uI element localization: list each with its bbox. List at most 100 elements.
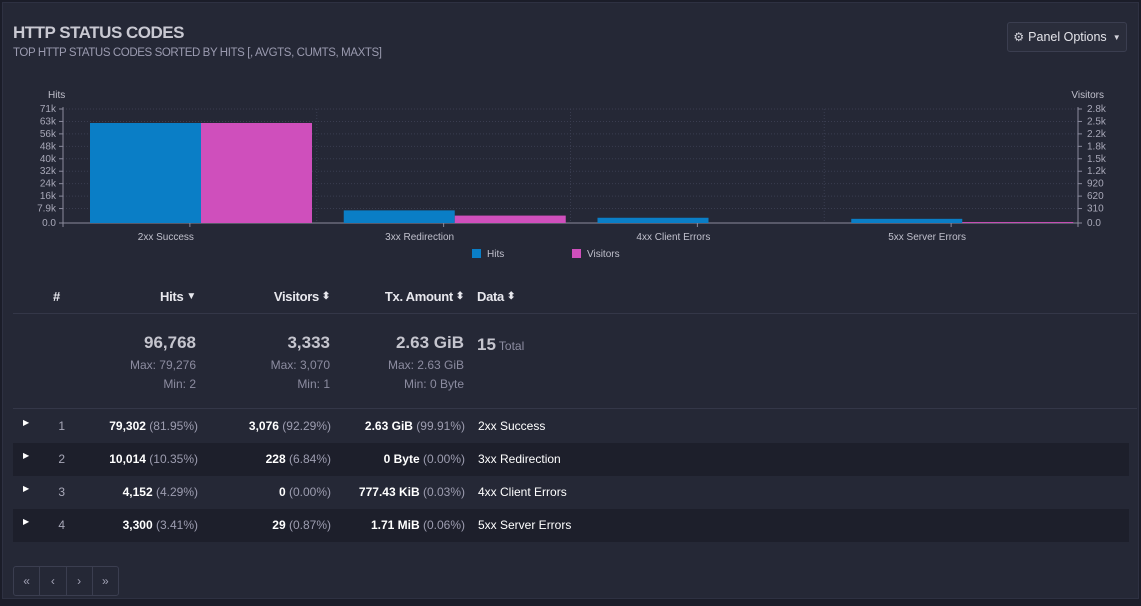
- x-tick-label: 2xx Success: [138, 232, 194, 243]
- col-tx-header[interactable]: Tx. Amount ⬍: [384, 289, 464, 304]
- table-body: ▶ 1 79,302 (81.95%) 3,076 (92.29%) 2.63 …: [13, 410, 1129, 542]
- y-axis-label: Hits: [48, 90, 65, 101]
- sort-desc-icon: ▼: [186, 291, 196, 302]
- row-data: 2xx Success: [478, 419, 546, 433]
- row-hits: 4,152 (4.29%): [122, 485, 198, 499]
- col-hits-header[interactable]: Hits ▼: [160, 289, 196, 304]
- y-tick-label: 16k: [40, 191, 57, 202]
- row-tx: 0 Byte (0.00%): [383, 452, 465, 466]
- y-tick-label: 24k: [40, 179, 57, 190]
- y-tick-label: 32k: [40, 166, 57, 177]
- sort-icon: ⬍: [506, 291, 516, 302]
- y-tick-label: 48k: [40, 141, 57, 152]
- expand-row-icon[interactable]: ▶: [23, 418, 30, 427]
- total-tx: 2.63 GiB: [395, 333, 464, 352]
- col-num-header: #: [53, 289, 60, 304]
- totals-row: 96,768 Max: 79,276 Min: 2 3,333 Max: 3,0…: [3, 315, 1138, 409]
- row-hits: 79,302 (81.95%): [109, 419, 198, 433]
- y2-tick-label: 310: [1087, 204, 1104, 215]
- bar-visitors-4: [962, 222, 1074, 223]
- legend-label: Hits: [487, 249, 504, 260]
- first-page-button[interactable]: «: [14, 567, 41, 595]
- y-tick-label: 40k: [40, 154, 57, 165]
- caret-down-icon: ▼: [1112, 32, 1121, 42]
- row-tx: 2.63 GiB (99.91%): [364, 419, 465, 433]
- table-header: # Hits ▼ Visitors ⬍ Tx. Amount ⬍ Data ⬍: [3, 283, 1138, 313]
- total-visitors: 3,333: [287, 333, 330, 352]
- y2-tick-label: 620: [1087, 191, 1104, 202]
- sort-icon: ⬍: [321, 291, 330, 302]
- bar-hits-3: [597, 217, 709, 223]
- y-tick-label: 7.9k: [37, 204, 57, 215]
- legend-label: Visitors: [587, 249, 620, 260]
- row-visitors: 29 (0.87%): [272, 518, 331, 532]
- row-number: 2: [58, 452, 65, 466]
- row-visitors: 228 (6.84%): [265, 452, 331, 466]
- hits-max: Max: 79,276: [129, 358, 196, 372]
- panel-options-button[interactable]: ⚙ Panel Options ▼: [1007, 22, 1127, 52]
- x-tick-label: 4xx Client Errors: [636, 232, 710, 243]
- y2-tick-label: 1.5k: [1087, 154, 1107, 165]
- status-codes-bar-chart: 0.0 0.0 7.9k 310 16k 620 24k 920 32k 1.2k 40k 1.5k 4…: [37, 90, 1107, 260]
- y2-tick-label: 2.5k: [1087, 116, 1107, 127]
- row-data: 5xx Server Errors: [478, 518, 572, 532]
- table-row[interactable]: ▶ 2 10,014 (10.35%) 228 (6.84%) 0 Byte (…: [13, 443, 1129, 476]
- y2-tick-label: 0.0: [1087, 218, 1101, 229]
- table-row[interactable]: ▶ 3 4,152 (4.29%) 0 (0.00%) 777.43 KiB (…: [13, 476, 1129, 509]
- last-page-button[interactable]: »: [102, 574, 109, 588]
- prev-page-button[interactable]: ‹: [40, 567, 67, 595]
- panel-subtitle: TOP HTTP STATUS CODES SORTED BY HITS [, …: [13, 47, 382, 59]
- expand-row-icon[interactable]: ▶: [23, 451, 30, 460]
- y2-tick-label: 1.8k: [1087, 141, 1107, 152]
- visitors-max: Max: 3,070: [270, 358, 330, 372]
- bar-hits-4: [851, 218, 963, 223]
- table-row[interactable]: ▶ 1 79,302 (81.95%) 3,076 (92.29%) 2.63 …: [13, 410, 1129, 443]
- bar-visitors-1: [201, 123, 312, 223]
- row-hits: 3,300 (3.41%): [122, 518, 198, 532]
- divider: [13, 408, 1137, 409]
- col-data-header[interactable]: Data ⬍: [477, 289, 516, 304]
- x-tick-label: 5xx Server Errors: [888, 232, 966, 243]
- visitors-min: Min: 1: [297, 377, 330, 391]
- total-hits: 96,768: [144, 333, 196, 352]
- legend-swatch-hits: [472, 249, 481, 258]
- pagination: « ‹ › »: [13, 566, 119, 596]
- tx-min: Min: 0 Byte: [403, 377, 464, 391]
- row-data: 3xx Redirection: [478, 452, 561, 466]
- gear-icon: ⚙: [1013, 30, 1025, 44]
- y-tick-label: 71k: [40, 104, 57, 115]
- legend-swatch-visitors: [572, 249, 581, 258]
- row-data: 4xx Client Errors: [478, 485, 567, 499]
- panel-options-label: Panel Options: [1028, 30, 1107, 44]
- y-tick-label: 63k: [40, 116, 57, 127]
- row-hits: 10,014 (10.35%): [109, 452, 198, 466]
- y2-tick-label: 2.8k: [1087, 104, 1107, 115]
- next-page-button[interactable]: ›: [67, 567, 93, 595]
- expand-row-icon[interactable]: ▶: [23, 484, 30, 493]
- y2-tick-label: 2.2k: [1087, 129, 1107, 140]
- total-count: 15 Total: [477, 335, 525, 354]
- col-visitors-header[interactable]: Visitors ⬍: [273, 289, 330, 304]
- x-tick-label: 3xx Redirection: [385, 232, 454, 243]
- expand-row-icon[interactable]: ▶: [23, 517, 30, 526]
- row-number: 3: [58, 485, 65, 499]
- y-tick-label: 56k: [40, 129, 57, 140]
- row-tx: 777.43 KiB (0.03%): [358, 485, 465, 499]
- panel-title: HTTP STATUS CODES: [13, 23, 184, 42]
- bar-hits-1: [90, 123, 201, 223]
- y2-tick-label: 920: [1087, 179, 1104, 190]
- bar-visitors-2: [454, 215, 566, 223]
- bar-hits-2: [343, 210, 455, 223]
- row-number: 4: [58, 518, 65, 532]
- sort-icon: ⬍: [455, 291, 464, 302]
- y-tick-label: 0.0: [42, 218, 56, 229]
- row-visitors: 0 (0.00%): [278, 485, 331, 499]
- y2-tick-label: 1.2k: [1087, 166, 1107, 177]
- tx-max: Max: 2.63 GiB: [387, 358, 464, 372]
- y2-axis-label: Visitors: [1071, 90, 1104, 101]
- divider: [13, 313, 1137, 314]
- table-row[interactable]: ▶ 4 3,300 (3.41%) 29 (0.87%) 1.71 MiB (0…: [13, 509, 1129, 542]
- row-tx: 1.71 MiB (0.06%): [370, 518, 465, 532]
- hits-min: Min: 2: [163, 377, 196, 391]
